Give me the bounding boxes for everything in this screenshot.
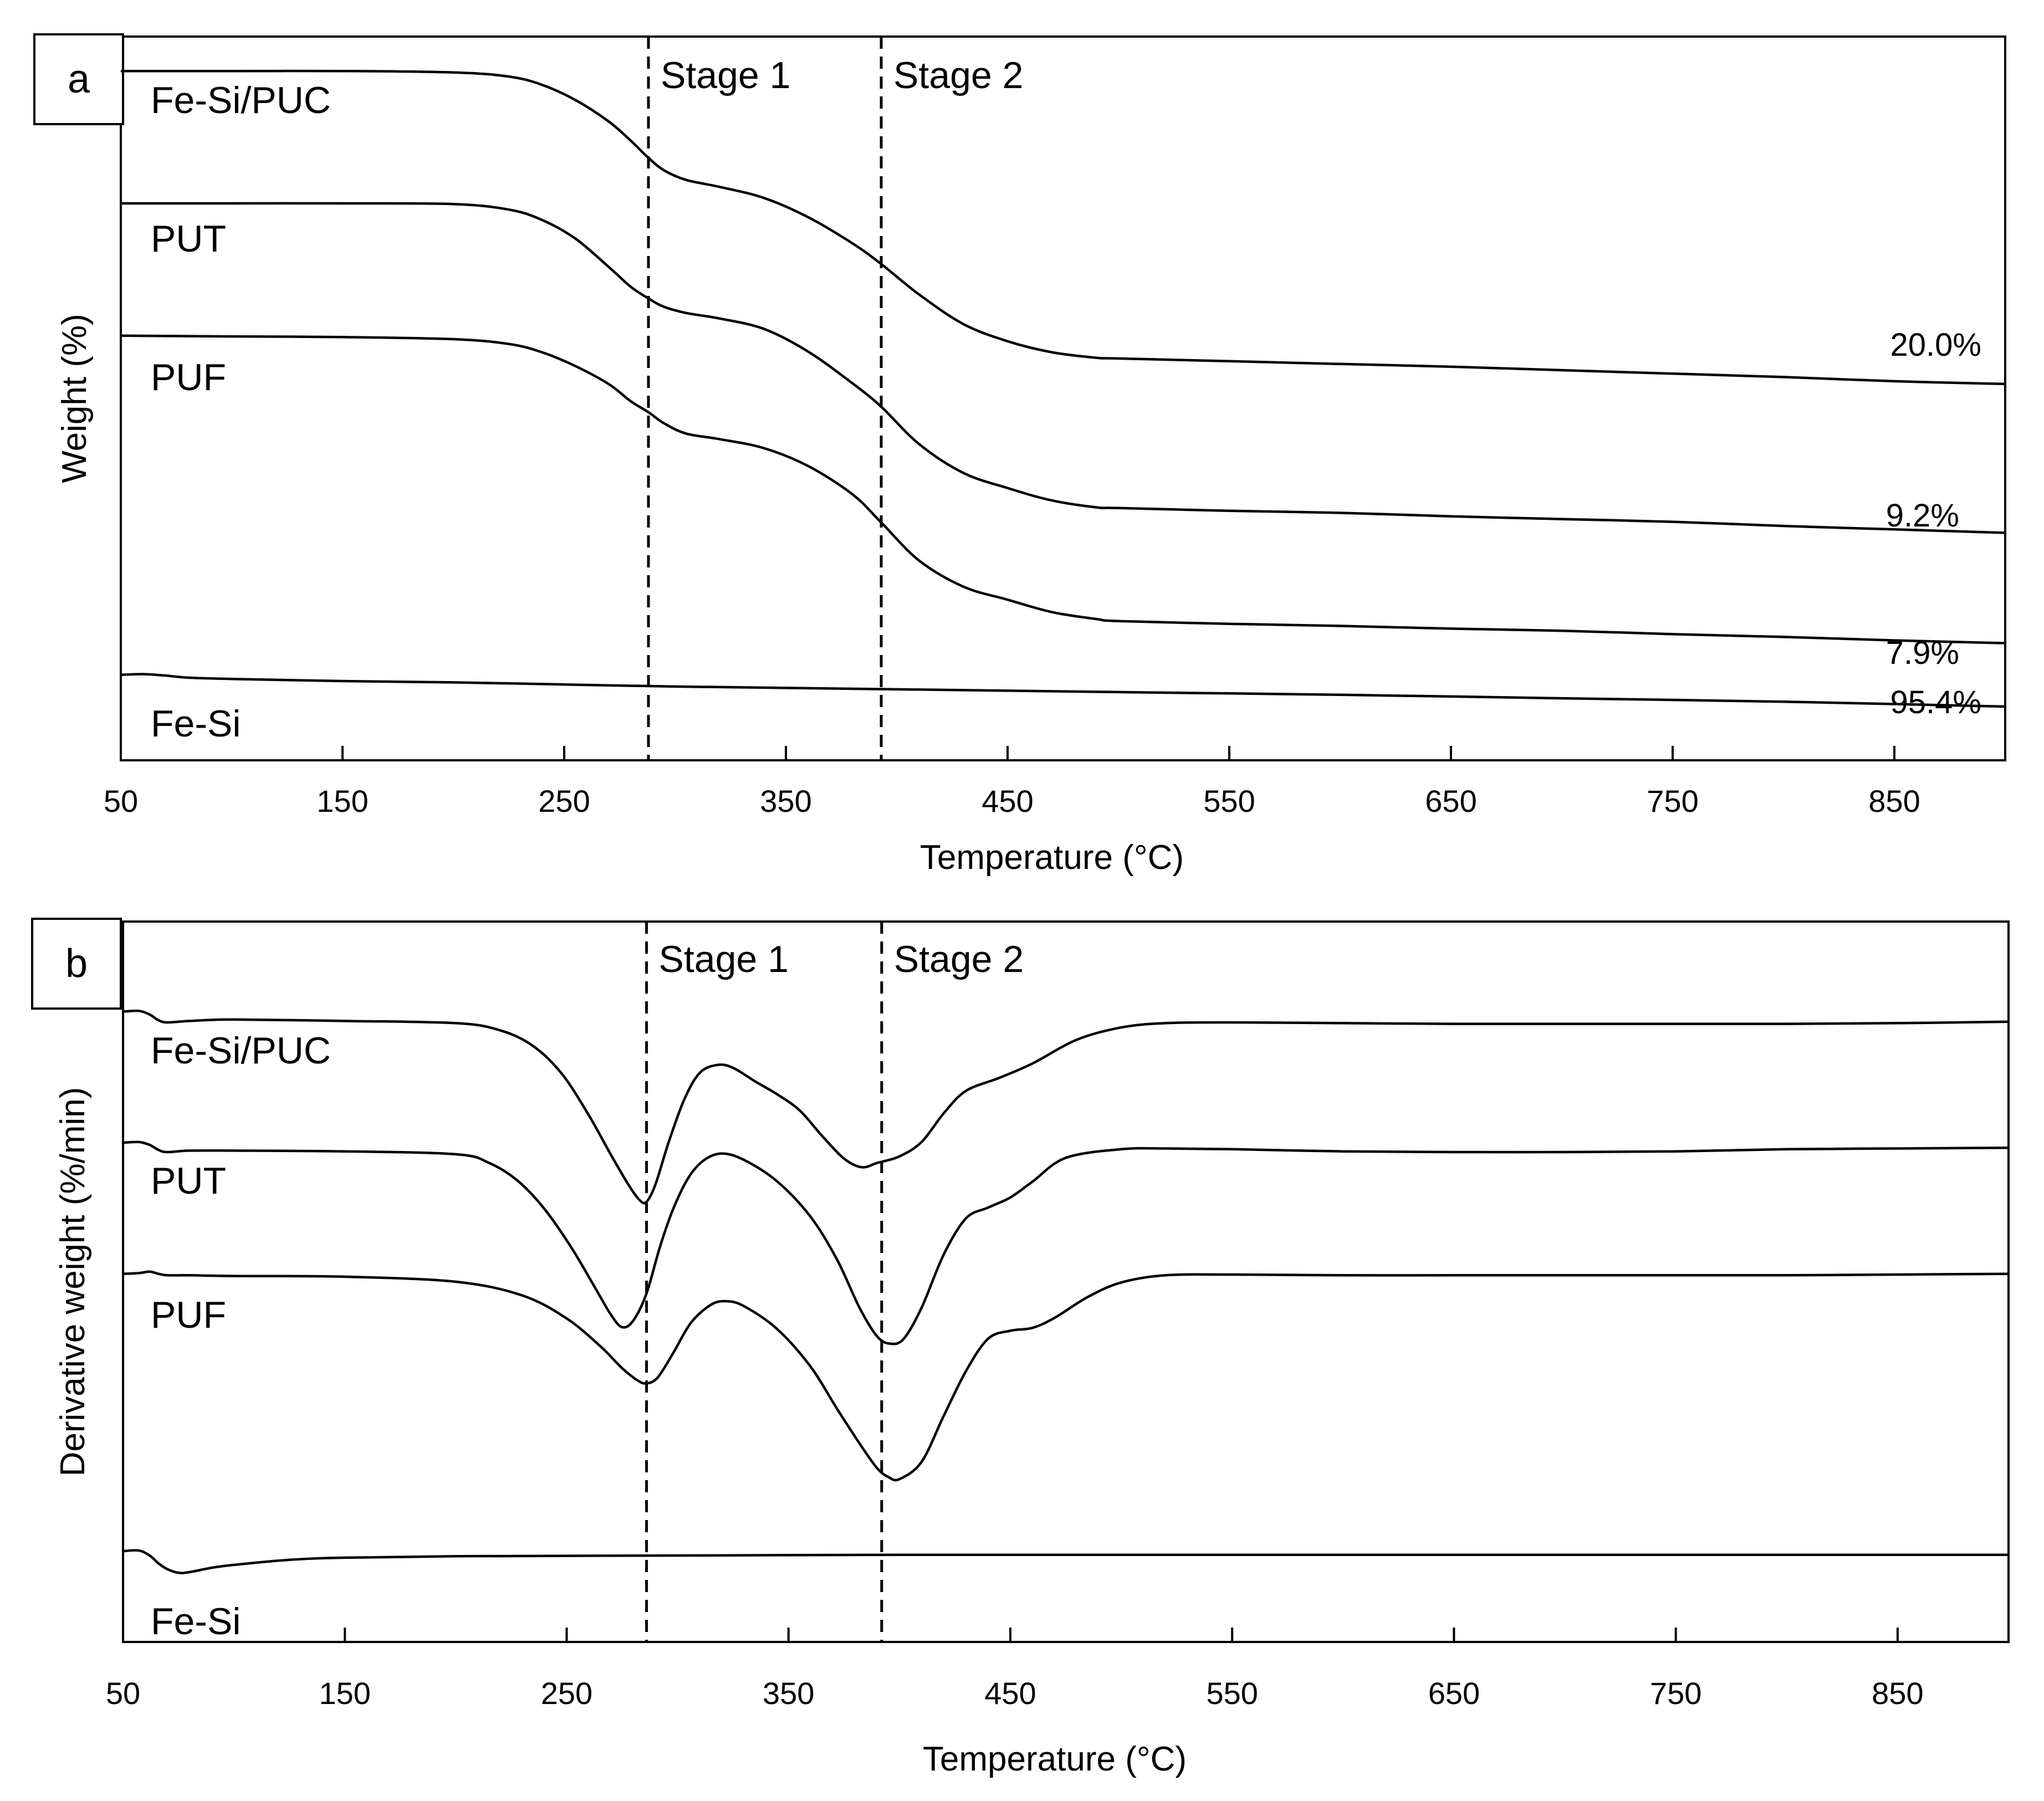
x-tick-label: 750 bbox=[1650, 1676, 1701, 1711]
stage-label-1: Stage 1 bbox=[659, 938, 789, 980]
x-tick-label: 50 bbox=[106, 1676, 140, 1711]
x-tick-label: 450 bbox=[984, 1676, 1036, 1711]
x-tick-label: 150 bbox=[319, 1676, 371, 1711]
end-value-label-put: 9.2% bbox=[1886, 498, 1959, 534]
series-label-puf: PUF bbox=[151, 356, 226, 398]
panel-letter: a bbox=[68, 57, 90, 101]
y-axis-title: Derivative weight (%/min) bbox=[54, 1087, 92, 1477]
series-label-fe-si-puc: Fe-Si/PUC bbox=[151, 1030, 331, 1072]
end-value-label-puf: 7.9% bbox=[1886, 635, 1959, 671]
x-tick-label: 350 bbox=[760, 784, 811, 818]
series-line-fe-si bbox=[120, 673, 2006, 708]
stage-label-2: Stage 2 bbox=[893, 54, 1023, 96]
x-tick-label: 50 bbox=[104, 784, 138, 818]
series-label-fe-si-puc: Fe-Si/PUC bbox=[151, 79, 331, 121]
x-tick-label: 450 bbox=[982, 784, 1033, 818]
series-line-put bbox=[122, 1140, 2009, 1345]
series-line-fe-si bbox=[122, 1549, 2009, 1574]
x-tick-label: 550 bbox=[1206, 1676, 1258, 1711]
series-line-puf bbox=[122, 1270, 2009, 1482]
panel-letter-box bbox=[33, 33, 124, 125]
panel-letter-box bbox=[31, 918, 122, 1010]
x-tick-label: 850 bbox=[1872, 1676, 1923, 1711]
x-tick-label: 550 bbox=[1203, 784, 1255, 818]
series-label-put: PUT bbox=[151, 218, 226, 260]
series-label-fe-si: Fe-Si bbox=[151, 703, 241, 745]
series-line-puf bbox=[120, 334, 2006, 644]
x-axis-title: Temperature (°C) bbox=[920, 838, 1184, 877]
x-tick-label: 150 bbox=[316, 784, 368, 818]
x-tick-label: 250 bbox=[541, 1676, 592, 1711]
x-tick-label: 250 bbox=[538, 784, 590, 818]
panel-letter: b bbox=[65, 942, 88, 986]
series-label-put: PUT bbox=[151, 1160, 226, 1202]
x-tick-label: 350 bbox=[763, 1676, 814, 1711]
series-label-fe-si: Fe-Si bbox=[151, 1600, 241, 1643]
series-line-fe-si-puc bbox=[120, 69, 2006, 386]
y-axis-title: Weight (%) bbox=[55, 314, 94, 483]
stage-label-2: Stage 2 bbox=[894, 938, 1024, 980]
x-tick-label: 650 bbox=[1428, 1676, 1480, 1711]
series-label-puf: PUF bbox=[151, 1294, 226, 1336]
end-value-label-fe-si: 95.4% bbox=[1890, 684, 1981, 720]
plot-frame bbox=[120, 35, 2006, 761]
stage-label-1: Stage 1 bbox=[661, 54, 790, 96]
series-line-fe-si-puc bbox=[122, 1009, 2009, 1205]
x-tick-label: 750 bbox=[1647, 784, 1698, 818]
series-line-put bbox=[121, 202, 2006, 534]
panel-a: a 50 150 250 350 450 550 650 750 850 Temperature (… bbox=[33, 33, 2006, 877]
x-tick-label: 850 bbox=[1868, 784, 1920, 818]
plot-frame bbox=[122, 920, 2010, 1643]
x-tick-label: 650 bbox=[1425, 784, 1476, 818]
panel-b: b 50 150 250 350 450 550 650 750 850 Temperature (… bbox=[31, 918, 2010, 1778]
end-value-label-fe-si-puc: 20.0% bbox=[1890, 327, 1981, 363]
x-axis-title: Temperature (°C) bbox=[923, 1740, 1187, 1778]
